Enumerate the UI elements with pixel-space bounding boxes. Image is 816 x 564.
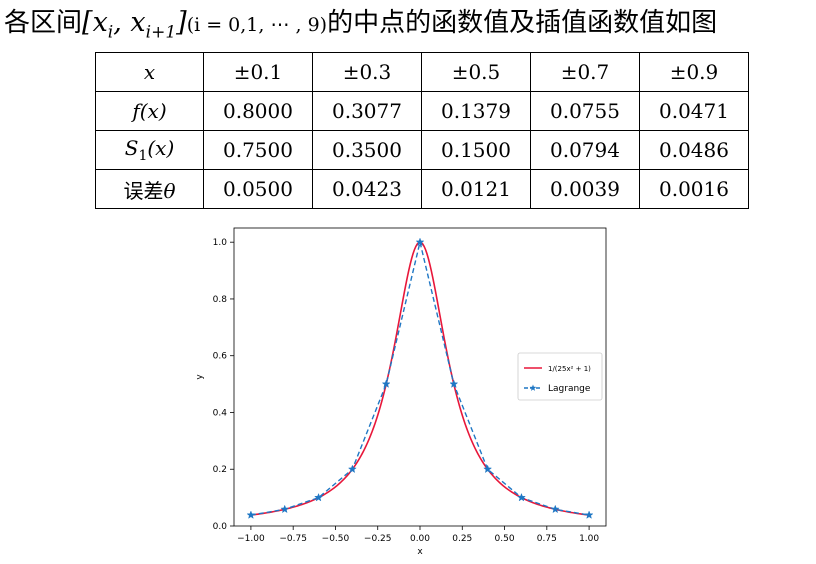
- x-tick-label: 0.50: [495, 534, 515, 544]
- heading-interval: [xi, xi+1]: [82, 7, 187, 43]
- lagrange-point: [516, 492, 526, 502]
- y-tick-label: 0.0: [213, 522, 228, 532]
- table-row: S1(x) 0.7500 0.3500 0.1500 0.0794 0.0486: [95, 130, 749, 170]
- lagrange-point: [381, 379, 391, 388]
- x-tick-label: −0.25: [364, 534, 392, 544]
- interpolation-chart: −1.00 −0.75 −0.50 −0.25 0.00 0.25 0.50 0.75 1.00…: [195, 227, 607, 557]
- table-cell: 0.1500: [421, 130, 531, 170]
- table-header-cell: ±0.9: [639, 52, 749, 92]
- table-row: 误差θ 0.0500 0.0423 0.0121 0.0039 0.0016: [95, 169, 749, 209]
- table-cell: 0.0500: [203, 169, 313, 209]
- y-axis-label: y: [195, 374, 205, 380]
- lagrange-point: [280, 504, 290, 514]
- table-cell: 0.8000: [203, 91, 313, 131]
- y-tick-label: 1.0: [213, 238, 228, 248]
- lagrange-point: [246, 510, 256, 519]
- lagrange-point: [550, 504, 560, 514]
- heading-suffix: 的中点的函数值及插值函数值如图: [327, 8, 718, 38]
- page-heading: 各区间[xi, xi+1](i = 0,1, ⋯ , 9)的中点的函数值及插值函…: [4, 6, 717, 49]
- table-header-row: x ±0.1 ±0.3 ±0.5 ±0.7 ±0.9: [95, 52, 749, 92]
- table-cell: 0.0471: [639, 91, 749, 131]
- x-axis-label: x: [417, 547, 423, 557]
- table-cell: 0.0039: [530, 169, 640, 209]
- row-label-error: 误差θ: [95, 169, 204, 209]
- x-tick-label: 0.25: [452, 534, 472, 544]
- lagrange-point: [415, 237, 425, 247]
- y-tick-label: 0.2: [213, 465, 227, 475]
- table-cell: 0.0755: [530, 91, 640, 131]
- table-cell: 0.0486: [639, 130, 749, 170]
- table-header-cell: ±0.5: [421, 52, 531, 92]
- x-tick-label: 0.75: [537, 534, 557, 544]
- chart-container: −1.00 −0.75 −0.50 −0.25 0.00 0.25 0.50 0.75 1.00…: [188, 222, 628, 564]
- x-tick-label: −1.00: [237, 534, 265, 544]
- table-cell: 0.0121: [421, 169, 531, 209]
- table-header-cell: ±0.7: [530, 52, 640, 92]
- y-tick-label: 0.4: [213, 408, 228, 418]
- x-tick-label: −0.50: [322, 534, 350, 544]
- x-tick-label: 0.00: [410, 534, 430, 544]
- series-line-lagrange: [250, 242, 590, 516]
- y-tick-label: 0.8: [213, 295, 228, 305]
- x-tick-label: 1.00: [579, 534, 599, 544]
- table-header-cell: x: [95, 52, 204, 92]
- x-tick-label: −0.75: [279, 534, 307, 544]
- table-cell: 0.0423: [312, 169, 422, 209]
- row-label-s1x: S1(x): [95, 130, 204, 170]
- heading-index-note: (i = 0,1, ⋯ , 9): [186, 14, 328, 36]
- table-cell: 0.3500: [312, 130, 422, 170]
- row-label-fx: f(x): [95, 91, 204, 131]
- lagrange-point: [314, 492, 324, 502]
- table-cell: 0.7500: [203, 130, 313, 170]
- table-header-cell: ±0.1: [203, 52, 313, 92]
- lagrange-point: [483, 464, 493, 474]
- table-cell: 0.0794: [530, 130, 640, 170]
- legend-label-lagrange: Lagrange: [548, 384, 591, 394]
- legend-label-function: 1/(25x² + 1): [548, 365, 591, 373]
- legend-marker-lagrange: [529, 384, 537, 391]
- lagrange-point: [584, 510, 594, 519]
- y-tick-label: 0.6: [213, 352, 228, 362]
- lagrange-point: [449, 379, 459, 388]
- table-header-cell: ±0.3: [312, 52, 422, 92]
- table-row: f(x) 0.8000 0.3077 0.1379 0.0755 0.0471: [95, 91, 749, 131]
- lagrange-point: [347, 464, 357, 474]
- table-cell: 0.3077: [312, 91, 422, 131]
- heading-prefix: 各区间: [4, 8, 83, 38]
- table-cell: 0.1379: [421, 91, 531, 131]
- table-cell: 0.0016: [639, 169, 749, 209]
- values-table: x ±0.1 ±0.3 ±0.5 ±0.7 ±0.9 f(x) 0.8000 0…: [95, 52, 749, 209]
